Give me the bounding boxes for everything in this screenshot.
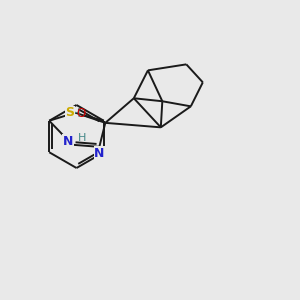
Text: O: O [76, 107, 86, 120]
Text: N: N [94, 147, 104, 160]
Text: H: H [72, 107, 81, 120]
Text: H: H [78, 133, 86, 143]
Text: N: N [63, 135, 73, 148]
Text: S: S [65, 106, 74, 119]
